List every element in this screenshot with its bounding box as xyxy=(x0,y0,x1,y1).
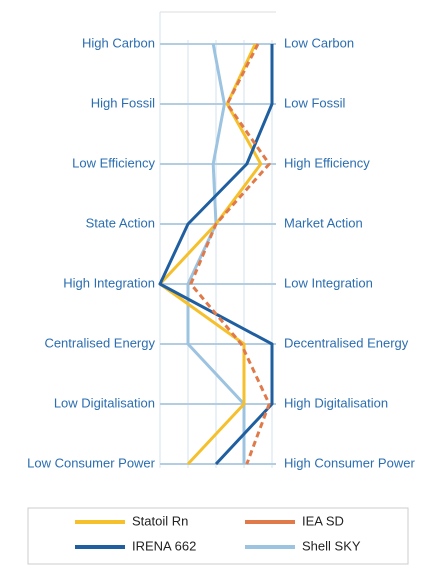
legend-label: Statoil Rn xyxy=(132,513,188,528)
right-label: High Efficiency xyxy=(284,155,370,170)
legend-label: IEA SD xyxy=(302,513,344,528)
right-label: Low Fossil xyxy=(284,95,346,110)
legend-box xyxy=(27,507,409,565)
left-label: Low Efficiency xyxy=(72,155,155,170)
right-label: Low Carbon xyxy=(284,35,354,50)
series-line xyxy=(158,43,263,466)
left-label: Low Consumer Power xyxy=(27,455,156,470)
legend-label: Shell SKY xyxy=(302,538,361,553)
series-line xyxy=(158,44,274,466)
right-label: High Consumer Power xyxy=(284,455,415,470)
left-label: High Integration xyxy=(63,275,155,290)
series-line xyxy=(189,43,271,465)
left-label: High Carbon xyxy=(82,35,155,50)
right-label: Decentralised Energy xyxy=(284,335,409,350)
left-label: High Fossil xyxy=(91,95,155,110)
left-label: Centralised Energy xyxy=(44,335,155,350)
right-label: Low Integration xyxy=(284,275,373,290)
right-label: Market Action xyxy=(284,215,363,230)
legend-label: IRENA 662 xyxy=(132,538,196,553)
left-label: Low Digitalisation xyxy=(54,395,155,410)
right-label: High Digitalisation xyxy=(284,395,388,410)
left-label: State Action xyxy=(86,215,155,230)
